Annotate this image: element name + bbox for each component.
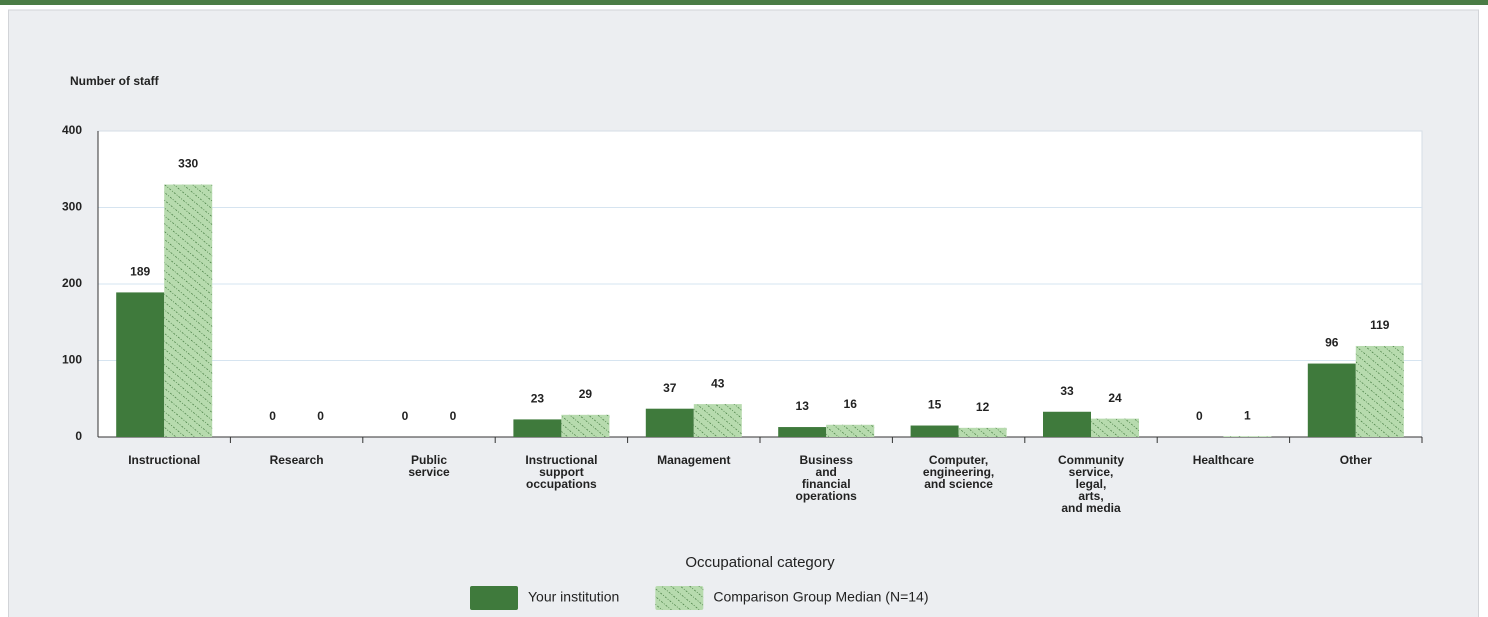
y-tick-label: 200: [62, 276, 82, 290]
bar: [778, 427, 827, 437]
bar: [561, 414, 610, 437]
x-tick-label: Instructional support occupations: [525, 453, 597, 491]
x-tick-label: Management: [657, 453, 730, 467]
value-label: 37: [663, 381, 677, 395]
value-label: 0: [269, 409, 276, 423]
value-label: 43: [711, 376, 725, 390]
x-tick-label: Instructional: [128, 453, 200, 467]
x-tick-label: Research: [270, 453, 324, 467]
value-label: 29: [579, 387, 593, 401]
x-tick-label: Public service: [408, 453, 450, 479]
legend-swatch: [655, 586, 704, 610]
bar: [513, 419, 562, 437]
x-tick-label: Community service, legal, arts, and media: [1058, 453, 1124, 515]
bar: [693, 404, 742, 437]
bar: [1307, 363, 1356, 437]
x-tick-label: Healthcare: [1193, 453, 1255, 467]
value-label: 33: [1060, 384, 1074, 398]
x-axis-title: Occupational category: [685, 554, 835, 571]
legend-label: Your institution: [528, 589, 619, 605]
legend-swatch: [470, 586, 518, 610]
value-label: 0: [1196, 409, 1203, 423]
x-tick-label: Computer, engineering, and science: [923, 453, 994, 491]
x-tick-label: Business and financial operations: [796, 453, 858, 503]
bar: [1355, 345, 1404, 437]
bar: [164, 184, 213, 437]
bar: [1091, 418, 1139, 437]
y-tick-label: 400: [62, 123, 82, 137]
x-tick-label: Other: [1340, 453, 1372, 467]
bar: [1223, 436, 1272, 437]
value-label: 119: [1370, 318, 1390, 332]
value-label: 12: [976, 400, 990, 414]
y-tick-label: 300: [62, 200, 82, 214]
value-label: 189: [130, 265, 150, 279]
bar: [116, 292, 165, 437]
bar: [910, 425, 959, 437]
value-label: 23: [531, 392, 545, 406]
y-tick-label: 100: [62, 353, 82, 367]
bar: [826, 424, 875, 437]
bar: [1043, 411, 1091, 437]
bar: [645, 408, 694, 437]
value-label: 96: [1325, 336, 1339, 350]
value-label: 0: [450, 409, 457, 423]
value-label: 15: [928, 398, 942, 412]
value-label: 16: [844, 397, 858, 411]
value-label: 0: [317, 409, 324, 423]
value-label: 13: [796, 399, 810, 413]
legend-label: Comparison Group Median (N=14): [713, 589, 928, 605]
value-label: 330: [178, 157, 198, 171]
y-tick-label: 0: [75, 429, 82, 443]
value-label: 1: [1244, 408, 1251, 422]
value-label: 0: [402, 409, 409, 423]
bar: [958, 427, 1007, 437]
value-label: 24: [1108, 391, 1122, 405]
top-bar: [0, 0, 1488, 5]
y-axis-title: Number of staff: [70, 74, 160, 88]
